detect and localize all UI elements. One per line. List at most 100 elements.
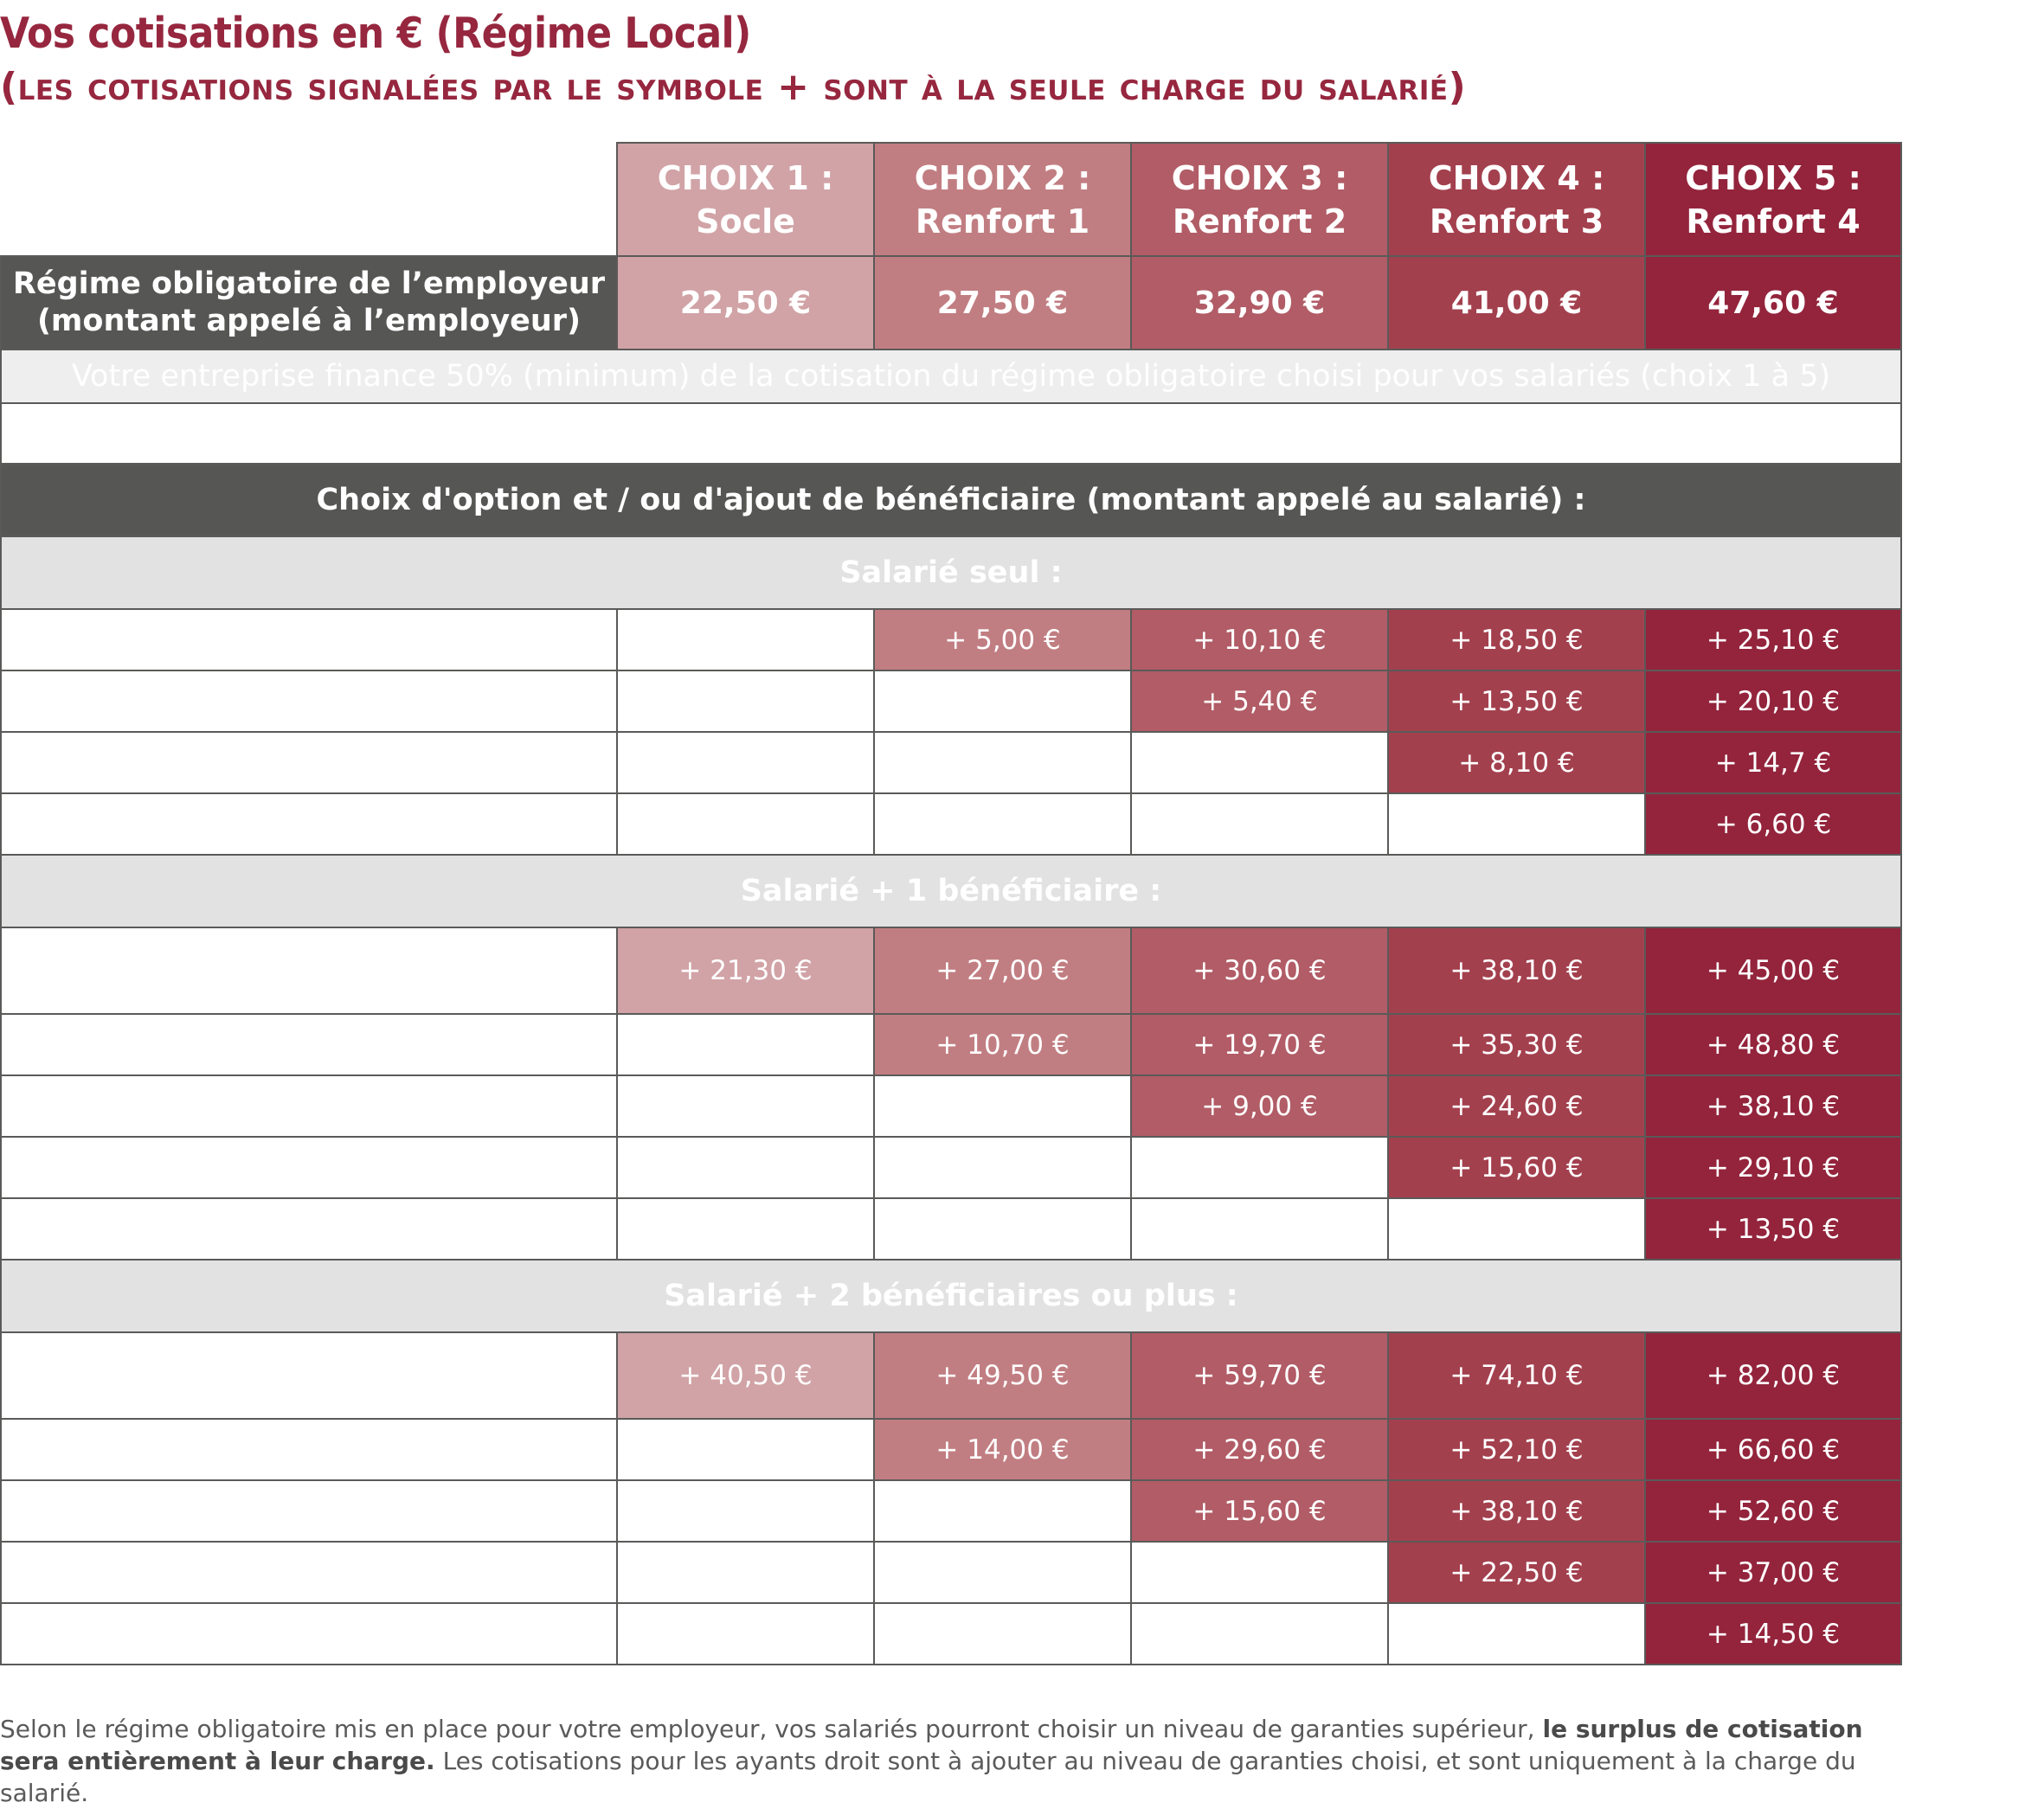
price-cell: + 29,60 € [1130, 1418, 1389, 1481]
choice-3-name: Renfort 2 [1172, 202, 1347, 241]
option-row: - Option sur renfort 3 obligatoire - - - - + … [0, 792, 1902, 856]
choice-1-header: CHOIX 1 : Socle [616, 142, 875, 257]
price-cell: + 15,60 € [1387, 1136, 1646, 1199]
option-row: - Option sur renfort 1 obligatoire - - + 9,… [0, 1074, 1902, 1138]
choice-3-title: CHOIX 3 : [1171, 158, 1348, 197]
price-cell: + 5,40 € [1130, 670, 1389, 733]
price-cell: + 52,60 € [1644, 1479, 1902, 1543]
empty-price-cell: - [873, 1479, 1132, 1543]
price-cell: + 29,10 € [1644, 1136, 1902, 1199]
price-cell: + 40,50 € [616, 1331, 875, 1420]
choice-3-header: CHOIX 3 : Renfort 2 [1130, 142, 1389, 257]
regime-row: Régime obligatoire de l’employeur (montan… [0, 255, 1902, 350]
option-row: - Option sur renfort 3 obligatoire - - - - + … [0, 1602, 1902, 1665]
price-cell: + 8,10 € [1387, 731, 1646, 794]
note-row: Votre entreprise finance 50% (minimum) d… [0, 349, 1902, 404]
empty-price-cell: - [616, 1602, 875, 1665]
contributions-table: CHOIX 1 : Socle CHOIX 2 : Renfort 1 CHOIX … [0, 142, 1902, 1665]
price-cell: + 38,10 € [1644, 1074, 1902, 1138]
price-cell: + 6,60 € [1644, 792, 1902, 856]
footer-note: Selon le régime obligatoire mis en place… [0, 1713, 1895, 1809]
option-label: - Option sur renfort 3 obligatoire [0, 1602, 618, 1665]
price-cell: + 37,00 € [1644, 1541, 1902, 1604]
price-cell: + 38,10 € [1387, 1479, 1646, 1543]
option-row: - Option sur renfort 1 obligatoire - - + 5,… [0, 670, 1902, 733]
regime-value-choice-2: 27,50 € [873, 255, 1132, 350]
empty-price-cell: - [616, 608, 875, 671]
option-label: - Option sur renfort 2 obligatoire [0, 1541, 618, 1604]
employer-funding-note: Votre entreprise finance 50% (minimum) d… [0, 349, 1902, 404]
page-subtitle: (les cotisations signalées par le symbol… [0, 65, 1467, 109]
price-cell: + 14,00 € [873, 1418, 1132, 1481]
option-row: - Option sur renfort 2 obligatoire - - - + 2… [0, 1541, 1902, 1604]
option-label: - Option sur socle obligatoire [0, 608, 618, 671]
price-cell: + 10,70 € [873, 1013, 1132, 1076]
empty-price-cell: - [1387, 792, 1646, 856]
empty-price-cell: - [873, 1541, 1132, 1604]
footer-text-1: Selon le régime obligatoire mis en place… [0, 1715, 1543, 1743]
price-cell: + 52,10 € [1387, 1418, 1646, 1481]
empty-price-cell: - [873, 1074, 1132, 1138]
choice-4-title: CHOIX 4 : [1428, 158, 1605, 197]
empty-price-cell: - [616, 1074, 875, 1138]
choice-1-name: Socle [696, 202, 795, 241]
price-cell: + 19,70 € [1130, 1013, 1389, 1076]
empty-price-cell: - [1387, 1602, 1646, 1665]
option-label: - Option sur renfort 1 obligatoire [0, 1074, 618, 1138]
choice-1-title: CHOIX 1 : [657, 158, 834, 197]
price-cell: + 25,10 € [1644, 608, 1902, 671]
add-beneficiary-row: Ajout de 2 bénéficiaires ou plus sur le r… [0, 1331, 1902, 1420]
empty-price-cell: - [1130, 792, 1389, 856]
add-beneficiary-label-line1: Ajout d'un bénéficiaire [164, 937, 477, 970]
empty-price-cell: - [616, 670, 875, 733]
option-label: - Option sur socle obligatoire [0, 1418, 618, 1481]
empty-price-cell: - [873, 1602, 1132, 1665]
empty-row [0, 402, 1902, 465]
price-cell: + 24,60 € [1387, 1074, 1646, 1138]
add-beneficiary-label-line2: sur le régime obligatoire de l'employeur [38, 1376, 594, 1409]
price-cell: + 5,00 € [873, 608, 1132, 671]
empty-price-cell: - [616, 1418, 875, 1481]
add-beneficiary-label-line2: sur le régime obligatoire de l'employeur [38, 972, 594, 1004]
spacer-row [0, 402, 1902, 465]
footer-text-2: Les cotisations pour les ayants droit so… [0, 1747, 1856, 1807]
option-label: - Option sur renfort 1 obligatoire [0, 670, 618, 733]
price-cell: + 18,50 € [1387, 608, 1646, 671]
empty-price-cell: - [1130, 1602, 1389, 1665]
price-cell: + 66,60 € [1644, 1418, 1902, 1481]
choice-2-header: CHOIX 2 : Renfort 1 [873, 142, 1132, 257]
empty-price-cell: - [873, 670, 1132, 733]
option-label: - Option sur renfort 2 obligatoire [0, 731, 618, 794]
price-cell: + 13,50 € [1387, 670, 1646, 733]
empty-price-cell: - [1130, 731, 1389, 794]
price-cell: + 30,60 € [1130, 927, 1389, 1015]
price-cell: + 59,70 € [1130, 1331, 1389, 1420]
choice-5-name: Renfort 4 [1686, 202, 1861, 241]
choices-header-row: CHOIX 1 : Socle CHOIX 2 : Renfort 1 CHOIX … [1, 142, 1902, 257]
footer-bold-text: le surplus de cotisation sera entièremen… [0, 1715, 1863, 1775]
empty-price-cell: - [873, 1136, 1132, 1199]
price-cell: + 27,00 € [873, 927, 1132, 1015]
option-row: - Option sur socle obligatoire - + 5,00 € +… [0, 608, 1902, 671]
price-cell: + 49,50 € [873, 1331, 1132, 1420]
empty-price-cell: - [616, 731, 875, 794]
option-row: - Option sur renfort 2 obligatoire - - - + 8… [0, 731, 1902, 794]
option-label: - Option sur renfort 2 obligatoire [0, 1136, 618, 1199]
price-cell: + 13,50 € [1644, 1197, 1902, 1261]
option-label: - Option sur socle obligatoire [0, 1013, 618, 1076]
empty-price-cell: - [873, 1197, 1132, 1261]
section-title: Salarié + 2 bénéficiaires ou plus : [0, 1259, 1902, 1333]
option-row: - Option sur renfort 3 obligatoire - - - - + … [0, 1197, 1902, 1261]
choice-5-header: CHOIX 5 : Renfort 4 [1644, 142, 1902, 257]
regime-value-choice-5: 47,60 € [1644, 255, 1902, 350]
add-beneficiary-label: Ajout d'un bénéficiaire sur le régime obl… [0, 927, 618, 1015]
empty-price-cell: - [616, 1197, 875, 1261]
option-row: - Option sur socle obligatoire - + 10,70 €… [0, 1013, 1902, 1076]
regime-label: Régime obligatoire de l’employeur (montan… [0, 255, 618, 350]
regime-label-line1: Régime obligatoire de l’employeur [12, 266, 606, 301]
page-title: Vos cotisations en € (Régime Local) [0, 9, 751, 58]
price-cell: + 22,50 € [1387, 1541, 1646, 1604]
empty-price-cell: - [616, 792, 875, 856]
add-beneficiary-label: Ajout de 2 bénéficiaires ou plus sur le r… [0, 1331, 618, 1420]
empty-price-cell: - [1387, 1197, 1646, 1261]
